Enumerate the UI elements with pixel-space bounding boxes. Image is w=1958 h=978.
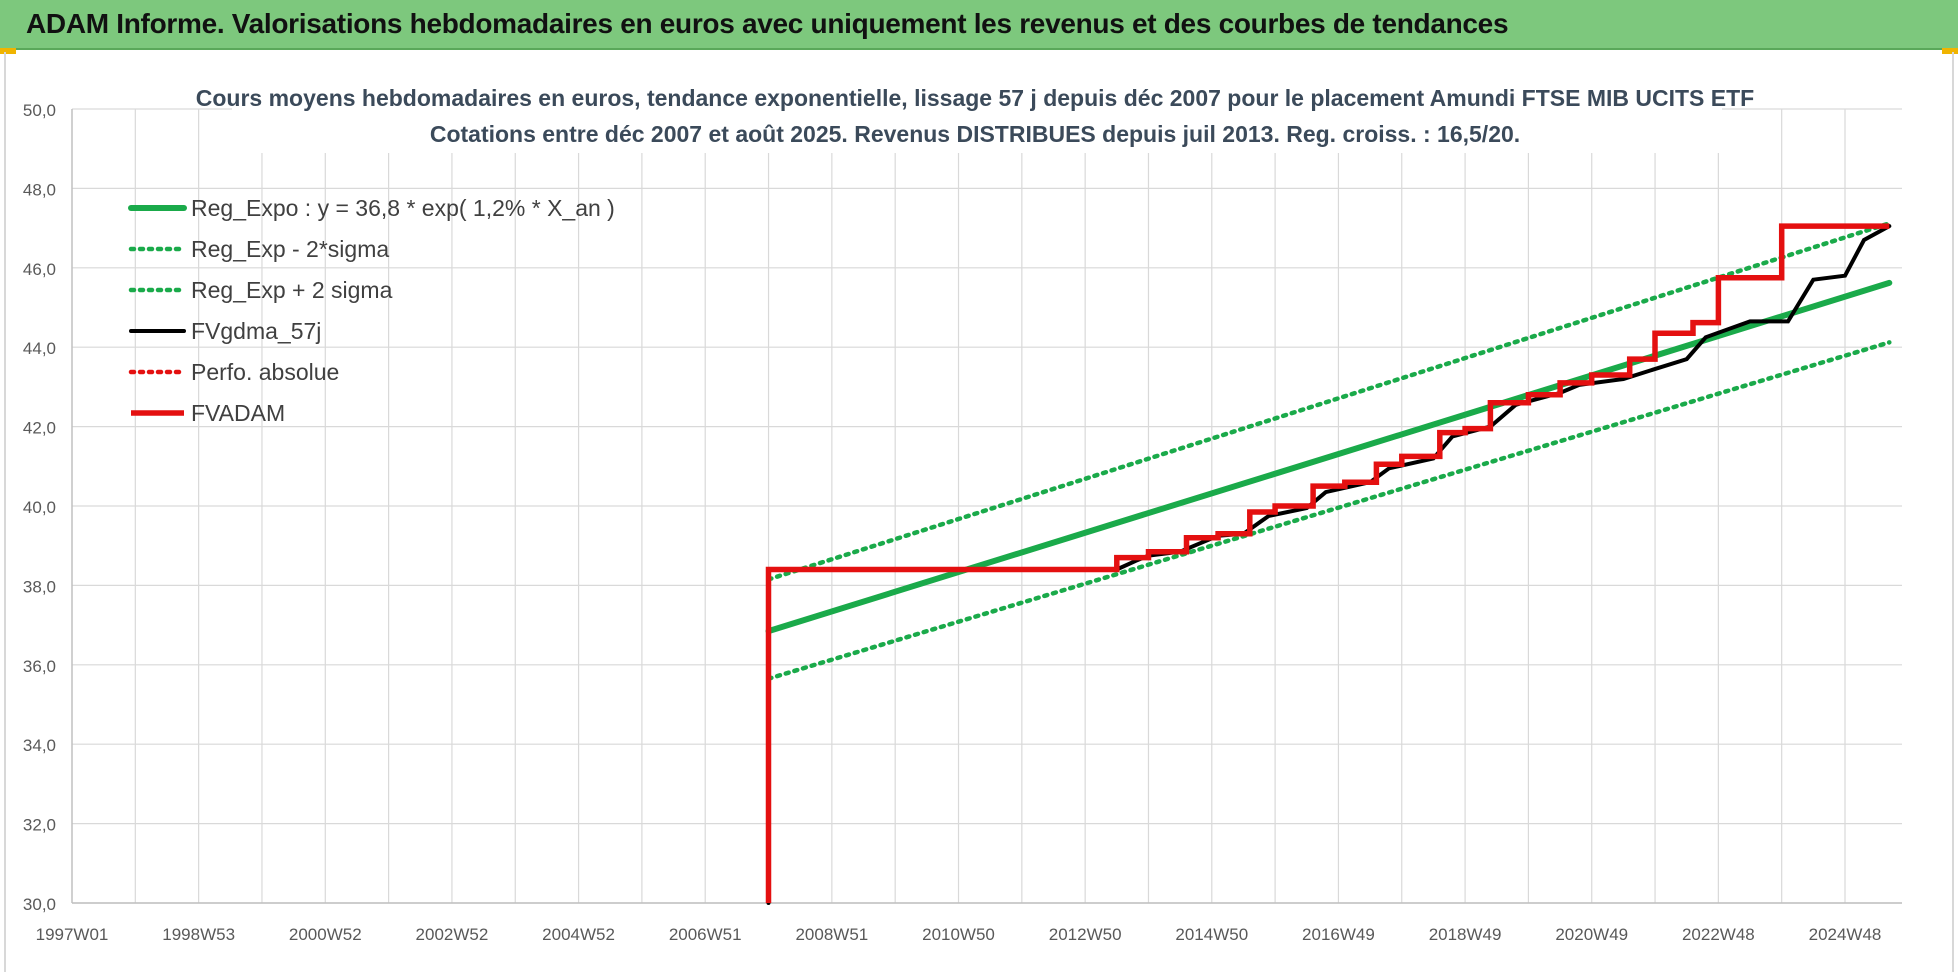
legend: Reg_Expo : y = 36,8 * exp( 1,2% * X_an )… <box>128 195 615 426</box>
x-tick-label: 2006W51 <box>669 925 742 944</box>
y-axis: 30,0 32,0 34,0 36,0 38,0 40,0 42,0 44,0 46,0 48,0… <box>23 101 56 914</box>
x-tick-label: 2008W51 <box>795 925 868 944</box>
title-background <box>232 77 1722 153</box>
header-title: ADAM Informe. Valorisations hebdomadaire… <box>26 8 1509 39</box>
x-tick-label: 2004W52 <box>542 925 615 944</box>
y-tick-label: 48,0 <box>23 180 56 199</box>
y-tick-label: 36,0 <box>23 657 56 676</box>
chart-title: Cours moyens hebdomadaires en euros, ten… <box>196 85 1754 111</box>
y-tick-label: 44,0 <box>23 339 56 358</box>
header-bar: ADAM Informe. Valorisations hebdomadaire… <box>0 0 1958 50</box>
chart-subtitle: Cotations entre déc 2007 et août 2025. R… <box>430 121 1520 147</box>
series-line-3 <box>766 224 1892 905</box>
x-tick-label: 2018W49 <box>1429 925 1502 944</box>
x-tick-label: 2020W49 <box>1555 925 1628 944</box>
x-tick-label: 2010W50 <box>922 925 995 944</box>
corner-marker-right <box>1942 48 1958 54</box>
legend-label-3: FVgdma_57j <box>191 318 321 344</box>
legend-label-1: Reg_Exp - 2*sigma <box>191 236 389 262</box>
x-tick-label: 1997W01 <box>36 925 109 944</box>
series-line-1 <box>766 340 1892 681</box>
series-line-2 <box>766 221 1892 582</box>
x-tick-label: 2014W50 <box>1175 925 1248 944</box>
series-layer <box>765 221 1893 905</box>
plot-frame <box>4 52 1954 972</box>
y-tick-label: 42,0 <box>23 419 56 438</box>
y-tick-label: 38,0 <box>23 577 56 596</box>
series-line-5 <box>765 223 1890 903</box>
y-tick-label: 32,0 <box>23 816 56 835</box>
y-tick-label: 30,0 <box>23 895 56 914</box>
x-tick-label: 2002W52 <box>416 925 489 944</box>
y-tick-label: 34,0 <box>23 736 56 755</box>
legend-label-5: FVADAM <box>191 400 285 426</box>
corner-marker-left <box>0 48 16 54</box>
x-tick-label: 1998W53 <box>162 925 235 944</box>
legend-label-4: Perfo. absolue <box>191 359 339 385</box>
legend-label-0: Reg_Expo : y = 36,8 * exp( 1,2% * X_an ) <box>191 195 615 221</box>
x-axis: 1997W01 1998W53 2000W52 2002W52 2004W52 2006W… <box>36 925 1882 944</box>
series-line-0 <box>765 279 1893 635</box>
legend-label-2: Reg_Exp + 2 sigma <box>191 277 393 303</box>
x-tick-label: 2012W50 <box>1049 925 1122 944</box>
chart-title-block: Cours moyens hebdomadaires en euros, ten… <box>196 77 1754 153</box>
y-tick-label: 40,0 <box>23 498 56 517</box>
y-tick-label: 46,0 <box>23 260 56 279</box>
x-tick-label: 2016W49 <box>1302 925 1375 944</box>
x-tick-label: 2024W48 <box>1809 925 1882 944</box>
x-tick-label: 2022W48 <box>1682 925 1755 944</box>
x-tick-label: 2000W52 <box>289 925 362 944</box>
grid <box>71 108 1902 904</box>
y-tick-label: 50,0 <box>23 101 56 120</box>
